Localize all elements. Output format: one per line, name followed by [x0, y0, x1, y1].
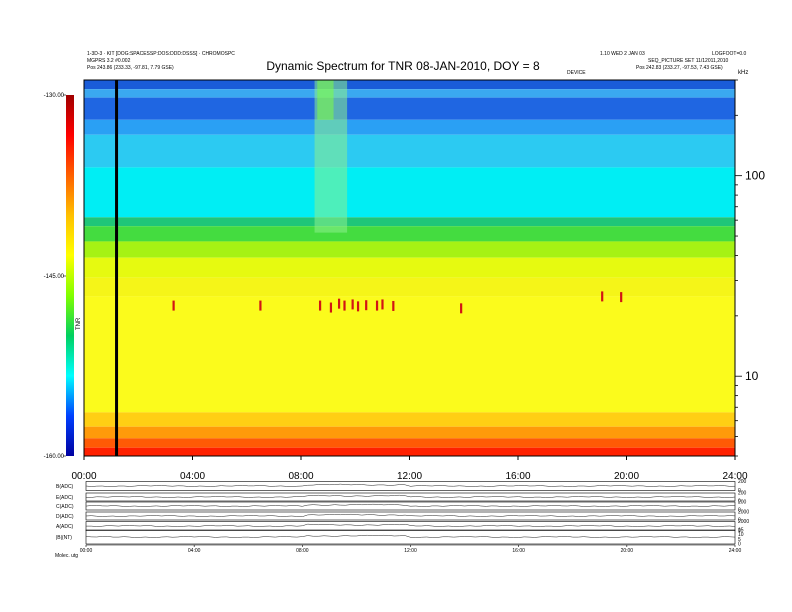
colorbar-ticks: -130.00 -145.00 -160.00 [44, 93, 66, 460]
spectrum-band [84, 241, 735, 258]
emission-spot [329, 302, 333, 313]
panel-x-tick-label: 16:00 [512, 548, 525, 554]
y-axis-ticks: 10 100 [735, 79, 765, 457]
header-left-line1: 1-3D-3 · KIT [DOG:SPACESSP:DOS:DDD:DSSS]… [87, 51, 235, 57]
panel-right-tick: 0 [738, 542, 741, 548]
emission-spot [318, 300, 322, 311]
panel-trace [85, 494, 736, 498]
x-tick-label: 04:00 [180, 471, 205, 482]
x-tick-label: 16:00 [505, 471, 530, 482]
spectrum-event [317, 80, 334, 120]
emission-spot [356, 301, 360, 312]
panel-right-tick: 0 [738, 508, 741, 514]
panel-label: C(ADC) [56, 504, 74, 510]
spectrum-band [84, 257, 735, 278]
panel-right-tick: 10 [738, 532, 744, 538]
panel-right-tick: 2000 [738, 510, 749, 516]
spectrum-band [84, 97, 735, 120]
panel-right-tick: 2000 [738, 519, 749, 525]
panel-trace [85, 483, 736, 487]
spectrum-band [84, 89, 735, 98]
x-tick-label: 20:00 [614, 471, 639, 482]
panel-label: D(ADC) [56, 514, 74, 520]
spectrum-band [84, 426, 735, 439]
colorbar [66, 95, 74, 456]
spectrum-band [84, 277, 735, 297]
header-right-line1b: LOGFOOT=0.0 [712, 51, 747, 57]
panel-x-tick-label: 08:00 [296, 548, 309, 554]
emission-spot [351, 299, 354, 310]
panel-x-tick-label: 20:00 [621, 548, 634, 554]
x-tick-label: 00:00 [71, 471, 96, 482]
panel-x-tick-label: 24:00 [729, 548, 742, 554]
panel-x-tick-label: 12:00 [404, 548, 417, 554]
y-tick-label: 10 [745, 369, 759, 383]
panel-trace [85, 534, 736, 538]
panel-label: A(ADC) [56, 524, 74, 530]
panel-right-tick: 0 [738, 488, 741, 494]
panel-right-tick: 15 [738, 528, 744, 534]
y-tick-label: 100 [745, 169, 765, 183]
x-tick-label: 12:00 [397, 471, 422, 482]
spectrum-band [84, 438, 735, 448]
panel-right-tick: 200 [738, 479, 747, 485]
emission-spot [343, 300, 346, 311]
x-tick-label: 08:00 [288, 471, 313, 482]
emission-spot [375, 300, 379, 311]
panel-trace [86, 523, 736, 527]
colorbar-label: TNR [76, 317, 82, 330]
spectrum-band [84, 226, 735, 242]
emission-spot [259, 300, 262, 311]
emission-spot [381, 299, 384, 310]
spectrum-band [84, 296, 735, 413]
spectrum-band [84, 134, 735, 168]
colorbar-tick-label: -160.00 [44, 454, 65, 460]
panel-x-tick-label: 04:00 [188, 548, 201, 554]
spectrum-band [84, 119, 735, 135]
spectrum-band [84, 217, 735, 227]
x-tick-label: 24:00 [722, 471, 747, 482]
header-left-line2: MGPRS 3.2 #0.002 [87, 58, 131, 64]
emission-spot [172, 300, 175, 311]
emission-spot [620, 292, 623, 303]
panel-right-tick: 0 [738, 528, 741, 534]
spectrogram-plot [84, 80, 735, 456]
spectrum-band [84, 167, 735, 218]
panel-label: B(ADC) [56, 484, 74, 490]
panel-trace [85, 503, 736, 507]
emission-spot [337, 298, 341, 309]
panel-x-tick-label: 00:00 [80, 548, 93, 554]
chart-title: Dynamic Spectrum for TNR 08-JAN-2010, DO… [266, 59, 540, 73]
spectrum-band [84, 447, 735, 456]
header-left-line3: Pos 243.86 (233.33, -97.81, 7.79 GSE) [87, 65, 174, 71]
spectrum-band [84, 80, 735, 90]
panel-label: |B|(NT) [56, 535, 72, 541]
colorbar-tick-label: -145.00 [44, 274, 65, 280]
colorbar-tick-label: -130.00 [44, 93, 65, 99]
panel-label: E(ADC) [56, 495, 74, 501]
panel-right-tick: 200 [738, 491, 747, 497]
emission-spot [365, 300, 368, 311]
ancillary-panels: B(ADC)2000E(ADC)2000C(ADC)2000D(ADC)2000… [56, 479, 749, 554]
panel-trace [85, 513, 736, 517]
panel-right-tick: 5 [738, 537, 741, 543]
emission-spot [460, 303, 463, 314]
spectrum-band [84, 412, 735, 427]
footer-left: Molec. utg [55, 553, 78, 559]
panel-right-tick: 0 [738, 518, 741, 524]
y-units-label: kHz [738, 70, 748, 76]
x-axis-ticks: 00:00 04:00 08:00 12:00 16:00 20:00 24:00 [71, 456, 748, 482]
panel-right-tick: 0 [738, 499, 741, 505]
header-mid-label: DEVICE [567, 70, 586, 76]
panel-right-tick: 200 [738, 500, 747, 506]
panel-frame [85, 521, 736, 531]
emission-spot [601, 291, 604, 302]
header-right-line1: 1.10 WED 2 JAN 03 [600, 51, 645, 57]
header-right-line2: SEQ_PICTURE SET 11/12011,2010 [648, 58, 729, 64]
header-right-line3: Pos 242.83 (233.27, -97.53, 7.43 GSE) [636, 65, 723, 71]
emission-spot [392, 300, 395, 311]
